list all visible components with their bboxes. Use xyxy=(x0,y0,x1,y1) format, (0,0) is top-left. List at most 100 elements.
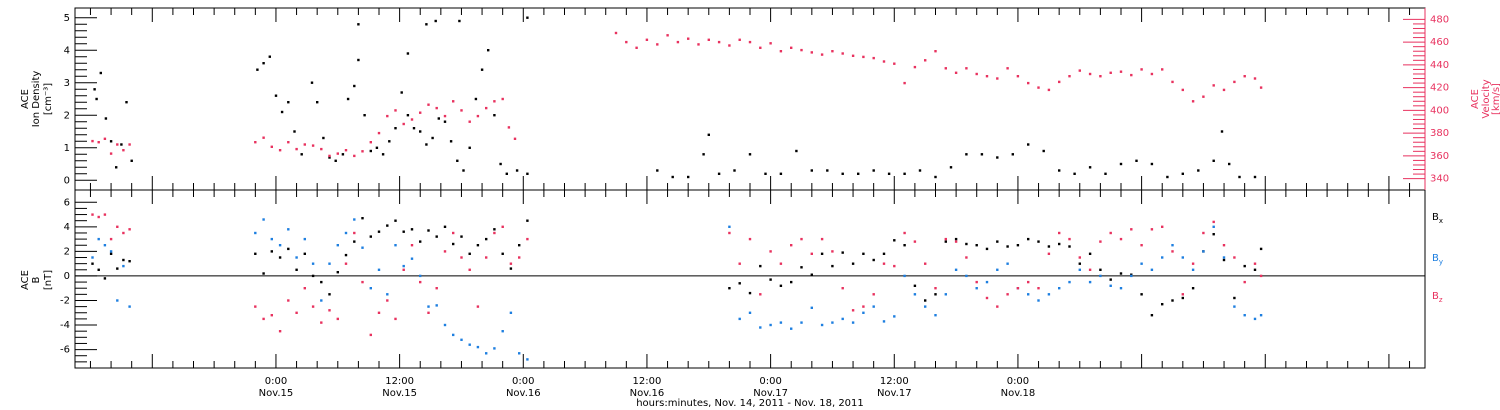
x-tick-time-label: 0:00 xyxy=(759,376,781,387)
velocity-point xyxy=(687,37,690,40)
density-point xyxy=(826,169,829,172)
Bz-point xyxy=(493,231,496,235)
density-point xyxy=(256,68,259,71)
density-point xyxy=(1104,172,1107,175)
Bz-point xyxy=(1027,280,1030,284)
velocity-ylabel-line3: [km/s] xyxy=(1491,83,1500,115)
velocity-point xyxy=(262,136,265,139)
By-point xyxy=(1212,225,1215,228)
velocity-point xyxy=(501,97,504,101)
Bx-point xyxy=(97,268,100,271)
Bx-point xyxy=(1078,262,1081,265)
Bx-point xyxy=(893,239,896,242)
velocity-point xyxy=(810,51,813,54)
By-point xyxy=(1006,262,1009,265)
density-point xyxy=(353,84,356,88)
Bx-point xyxy=(1233,296,1236,300)
density-point xyxy=(656,169,659,172)
Bz-point xyxy=(328,309,331,312)
By-point xyxy=(769,323,772,327)
Bx-point xyxy=(287,247,290,251)
Bx-point xyxy=(1119,272,1123,275)
velocity-point xyxy=(1027,81,1030,85)
By-point xyxy=(419,274,422,278)
By-point xyxy=(738,317,741,321)
density-point xyxy=(934,175,937,179)
x-tick-time-label: 12:00 xyxy=(633,376,662,387)
Bz-point xyxy=(1243,280,1246,284)
Bz-point xyxy=(410,244,414,247)
Bz-point xyxy=(1037,287,1040,290)
Bx-point xyxy=(1109,278,1112,281)
Bz-point xyxy=(1006,293,1009,296)
By-point xyxy=(1088,280,1092,284)
velocity-point xyxy=(924,59,927,62)
density-point xyxy=(1042,149,1045,153)
By-point xyxy=(944,293,947,296)
x-tick-date-label: Nov.18 xyxy=(1001,388,1036,399)
By-point xyxy=(1037,299,1040,302)
Bx-point xyxy=(1016,244,1020,247)
Bz-point xyxy=(369,333,372,337)
Bx-point xyxy=(1088,252,1092,255)
Bx-point xyxy=(779,284,783,287)
density-point xyxy=(262,62,265,65)
velocity-point xyxy=(1099,75,1102,78)
Bx-point xyxy=(913,284,917,287)
density-point xyxy=(381,153,385,156)
Bz-point xyxy=(1068,237,1071,241)
Bz-point xyxy=(254,305,257,308)
density-y-tick-label: 1 xyxy=(64,143,70,154)
b-y-tick-label: 0 xyxy=(64,271,70,282)
Bz-point xyxy=(122,231,125,235)
By-point xyxy=(509,311,513,314)
velocity-point xyxy=(913,65,917,69)
Bx-point xyxy=(128,260,131,263)
Bx-point xyxy=(748,291,752,295)
Bx-point xyxy=(1222,258,1226,262)
Bz-point xyxy=(353,231,356,235)
Bz-point xyxy=(1109,231,1112,235)
density-y-tick-label: 0 xyxy=(64,175,70,186)
Bz-point xyxy=(872,293,875,296)
velocity-point xyxy=(676,40,680,44)
Bx-point xyxy=(518,244,521,247)
velocity-point xyxy=(1150,72,1154,76)
Bz-point xyxy=(336,317,339,321)
By-point xyxy=(1119,287,1123,290)
density-point xyxy=(434,19,437,23)
Bz-point xyxy=(452,231,455,235)
By-point xyxy=(1047,293,1051,296)
Bx-point xyxy=(410,228,414,231)
x-tick-date-label: Nov.17 xyxy=(753,388,788,399)
density-point xyxy=(400,91,403,94)
density-point xyxy=(456,159,459,162)
Bx-point xyxy=(1161,303,1164,306)
Bz-point xyxy=(377,311,381,314)
velocity-point xyxy=(254,141,257,144)
velocity-point xyxy=(769,42,772,45)
density-point xyxy=(125,101,128,104)
velocity-y-tick-label: 460 xyxy=(1430,37,1449,48)
velocity-point xyxy=(1016,75,1020,78)
legend-bz-sub: z xyxy=(1439,296,1443,304)
Bz-point xyxy=(759,293,762,296)
velocity-point xyxy=(435,106,438,110)
Bx-point xyxy=(361,217,364,220)
By-point xyxy=(1150,268,1154,271)
density-point xyxy=(887,172,891,175)
velocity-point xyxy=(1212,84,1215,87)
density-point xyxy=(1220,130,1224,133)
density-point xyxy=(1228,162,1231,166)
velocity-point xyxy=(278,149,282,152)
Bz-point xyxy=(1212,220,1215,224)
By-point xyxy=(903,274,906,278)
By-point xyxy=(872,305,875,308)
velocity-point xyxy=(656,43,659,46)
velocity-point xyxy=(903,81,906,85)
velocity-point xyxy=(759,46,762,49)
Bx-point xyxy=(1099,268,1102,271)
Bz-point xyxy=(303,287,306,290)
density-point xyxy=(996,156,999,159)
By-point xyxy=(287,228,290,231)
